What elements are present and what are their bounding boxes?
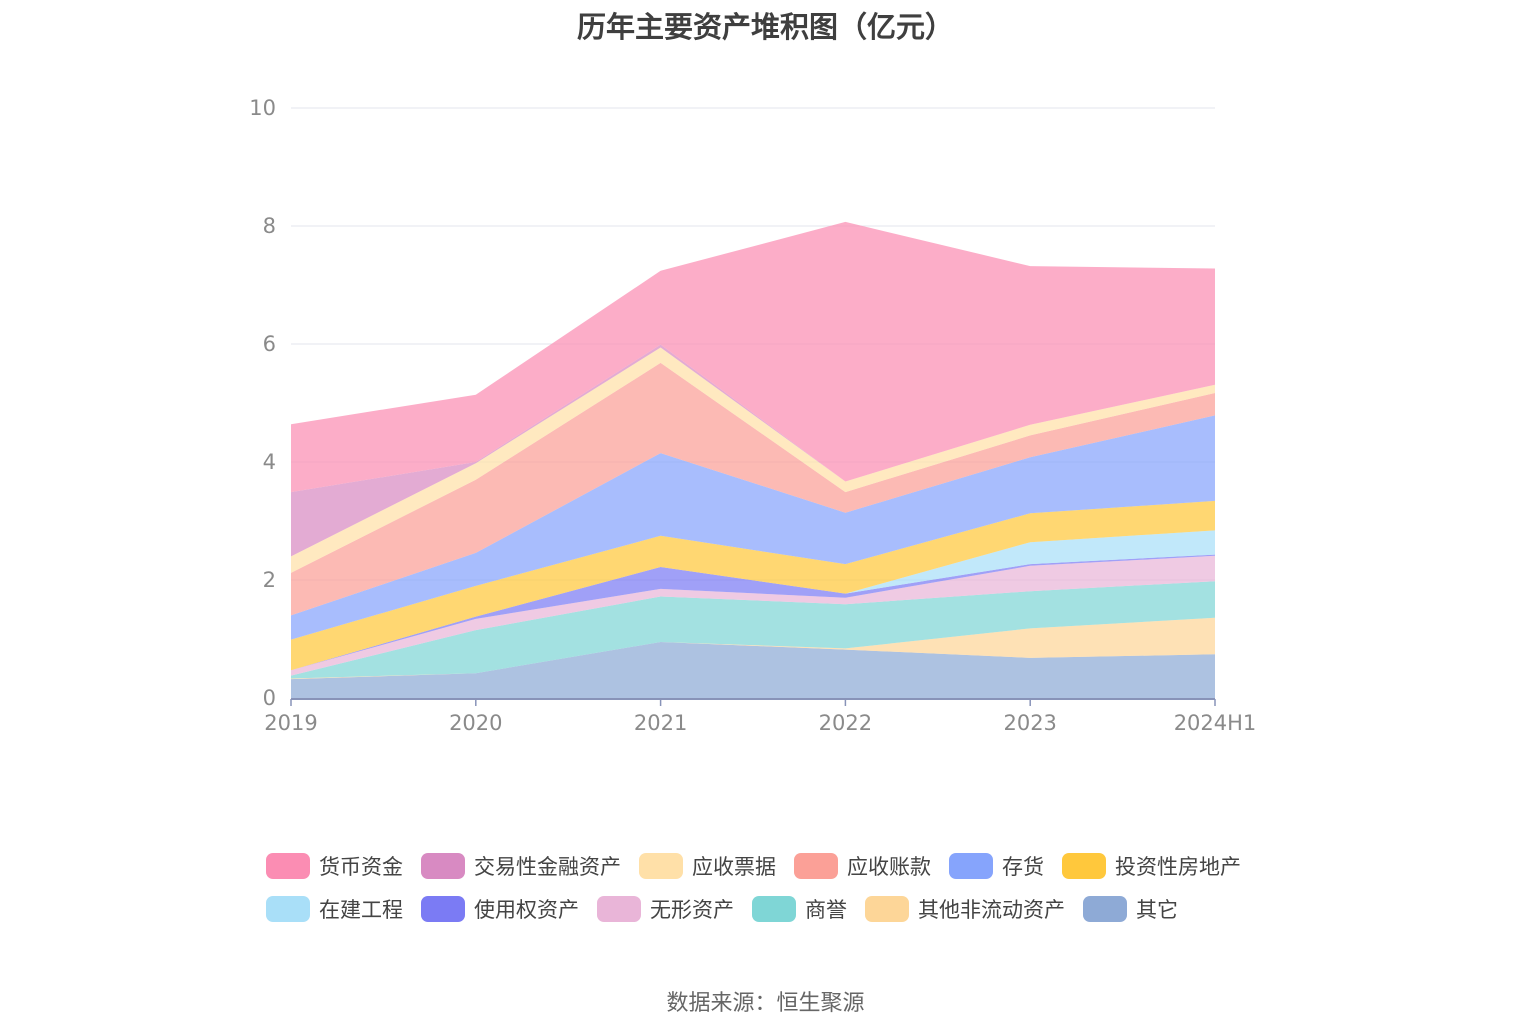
legend-label: 其他非流动资产 (918, 898, 1065, 922)
legend-item[interactable]: 应收账款 (794, 851, 931, 881)
axes: 0 2 4 6 8 10 2019 2020 2021 2022 2023 2024H1 (249, 96, 1256, 735)
area-series-其它[interactable] (291, 642, 1215, 698)
legend-item[interactable]: 无形资产 (597, 894, 734, 924)
legend-swatch (597, 896, 641, 922)
legend-swatch (794, 853, 838, 879)
y-tick-label: 8 (263, 214, 276, 238)
legend-label: 在建工程 (319, 898, 403, 922)
legend-label: 无形资产 (650, 898, 734, 922)
legend-label: 交易性金融资产 (474, 855, 621, 879)
y-tick-label: 2 (263, 568, 276, 592)
legend-swatch (1062, 853, 1106, 879)
x-tick-label: 2022 (819, 711, 872, 735)
chart-title: 历年主要资产堆积图（亿元） (576, 10, 954, 44)
legend-item[interactable]: 货币资金 (266, 851, 403, 881)
legend-item[interactable]: 存货 (949, 851, 1044, 881)
legend-item[interactable]: 交易性金融资产 (421, 851, 621, 881)
y-tick-label: 4 (263, 450, 276, 474)
y-tick-label: 6 (263, 332, 276, 356)
legend-item[interactable]: 其他非流动资产 (865, 894, 1065, 924)
legend-label: 应收账款 (847, 855, 931, 879)
y-tick-label: 10 (249, 96, 276, 120)
x-tick-label: 2024H1 (1174, 711, 1257, 735)
area-series-投资性房地产[interactable] (291, 500, 1215, 671)
x-tick-label: 2020 (449, 711, 502, 735)
legend-swatch (421, 896, 465, 922)
area-series (291, 221, 1215, 698)
legend-label: 应收票据 (692, 855, 776, 879)
legend-item[interactable]: 投资性房地产 (1062, 851, 1241, 881)
data-source-note: 数据来源：恒生聚源 (666, 991, 865, 1016)
legend-label: 存货 (1002, 855, 1044, 879)
legend-item[interactable]: 使用权资产 (421, 894, 579, 924)
x-tick-label: 2019 (264, 711, 317, 735)
legend-label: 商誉 (805, 898, 847, 922)
legend-item[interactable]: 商誉 (752, 894, 847, 924)
x-tick-label: 2023 (1003, 711, 1056, 735)
legend-label: 投资性房地产 (1115, 855, 1241, 879)
area-series-存货[interactable] (291, 415, 1215, 640)
y-tick-label: 0 (263, 686, 276, 710)
legend-swatch (865, 896, 909, 922)
legend-swatch (266, 853, 310, 879)
area-series-其他非流动资产[interactable] (291, 617, 1215, 680)
legend-swatch (752, 896, 796, 922)
area-series-应收账款[interactable] (291, 362, 1215, 616)
legend-item[interactable]: 应收票据 (639, 851, 776, 881)
area-series-无形资产[interactable] (291, 555, 1215, 676)
legend-swatch (266, 896, 310, 922)
legend-swatch (949, 853, 993, 879)
legend-item[interactable]: 其它 (1083, 894, 1178, 924)
area-series-商誉[interactable] (291, 581, 1215, 679)
legend-swatch (639, 853, 683, 879)
legend-swatch (421, 853, 465, 879)
legend-item[interactable]: 在建工程 (266, 894, 403, 924)
legend-label: 其它 (1136, 898, 1178, 922)
legend-label: 货币资金 (319, 855, 403, 879)
area-series-货币资金[interactable] (291, 221, 1215, 493)
legend: 货币资金 交易性金融资产 应收票据 应收账款 存货 投资性房地产在建工程 使用权资产 无形资产… (266, 851, 1326, 924)
legend-swatch (1083, 896, 1127, 922)
legend-label: 使用权资产 (474, 898, 579, 922)
x-tick-label: 2021 (634, 711, 687, 735)
area-series-在建工程[interactable] (291, 530, 1215, 671)
